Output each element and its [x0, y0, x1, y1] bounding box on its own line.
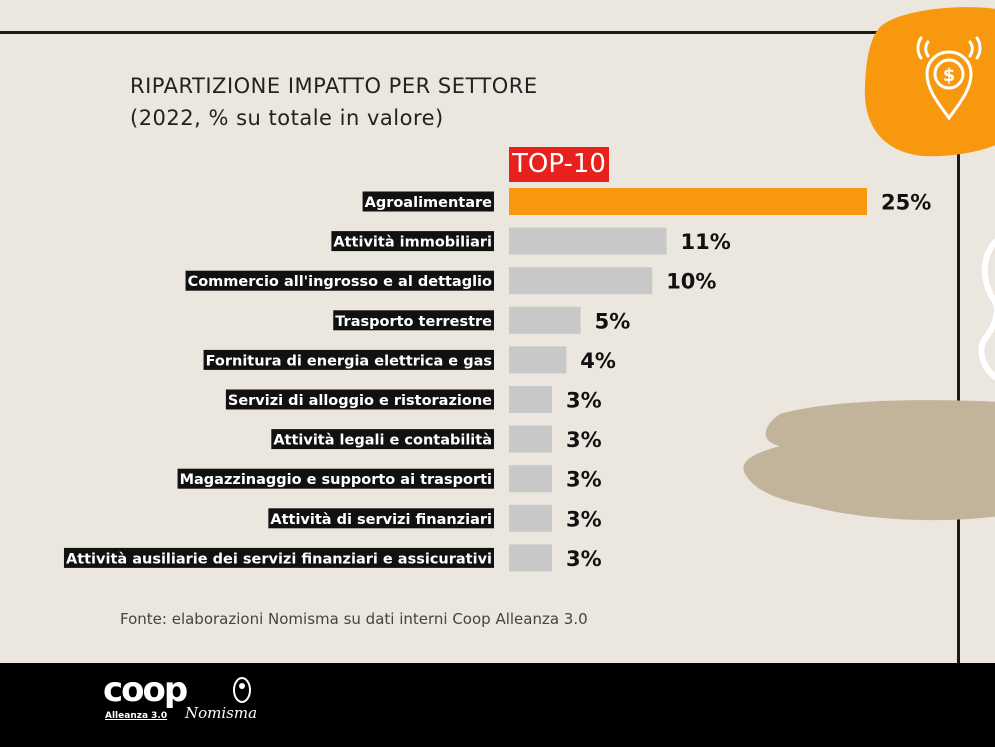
category-label-7: Magazzinaggio e supporto ai trasporti: [177, 468, 494, 489]
category-label-bg-4: [203, 349, 494, 370]
bar-9: [509, 544, 552, 572]
bar-4: [509, 346, 567, 374]
title-line-1: RIPARTIZIONE IMPATTO PER SETTORE: [130, 74, 538, 98]
category-label-text-5: Servizi di alloggio e ristorazione: [228, 393, 492, 409]
svg-text:$: $: [943, 65, 956, 86]
bar-2: [509, 267, 653, 295]
white-swirl-decoration: [978, 238, 995, 381]
nomisma-emblem-icon: [233, 677, 251, 703]
category-label-bg-3: [333, 310, 494, 331]
footer-bar: [0, 663, 995, 747]
value-label-8: 3%: [566, 507, 602, 531]
value-label-9: 3%: [566, 547, 602, 571]
category-label-bg-2: [185, 270, 494, 291]
title-line-2: (2022, % su totale in valore): [130, 106, 444, 130]
category-label-8: Attività di servizi finanziari: [268, 508, 494, 529]
bar-7: [509, 465, 552, 493]
value-label-2: 10%: [666, 270, 716, 294]
value-label-5: 3%: [566, 389, 602, 413]
category-label-1: Attività immobiliari: [331, 231, 494, 252]
top10-badge: TOP-10: [509, 147, 609, 182]
top-rule: [0, 31, 960, 34]
category-label-text-3: Trasporto terrestre: [335, 314, 492, 330]
chart-title: RIPARTIZIONE IMPATTO PER SETTORE (2022, …: [130, 70, 538, 134]
category-label-text-4: Fornitura di energia elettrica e gas: [206, 353, 492, 369]
category-label-2: Commercio all'ingrosso e al dettaglio: [185, 270, 494, 291]
value-label-6: 3%: [566, 428, 602, 452]
bar-6: [509, 425, 552, 453]
coop-logo-subtitle: Alleanza 3.0: [105, 711, 168, 721]
source-note: Fonte: elaborazioni Nomisma su dati inte…: [120, 610, 588, 628]
category-label-text-9: Attività ausiliarie dei servizi finanzia…: [66, 551, 492, 567]
category-label-text-0: Agroalimentare: [365, 195, 493, 211]
bar-8: [509, 504, 552, 532]
orange-blob-decoration: [864, 7, 995, 157]
category-label-bg-0: [362, 191, 494, 212]
category-label-bg-9: [63, 547, 494, 568]
category-label-bg-1: [331, 231, 494, 252]
category-label-bg-6: [271, 429, 494, 450]
bar-1: [509, 227, 667, 255]
category-label-bg-5: [225, 389, 494, 410]
category-label-9: Attività ausiliarie dei servizi finanzia…: [63, 547, 494, 568]
value-label-1: 11%: [681, 230, 731, 254]
bar-5: [509, 386, 552, 413]
coop-logo-word: coop: [103, 670, 188, 710]
nomisma-logo: Nomisma: [185, 676, 285, 726]
nomisma-logo-word: Nomisma: [185, 704, 258, 722]
category-label-text-1: Attività immobiliari: [333, 235, 492, 251]
bar-3: [509, 306, 581, 334]
category-label-bg-7: [177, 468, 494, 489]
category-label-bg-8: [268, 508, 494, 529]
bar-0: [509, 188, 867, 215]
value-label-3: 5%: [595, 309, 631, 333]
category-label-5: Servizi di alloggio e ristorazione: [225, 389, 494, 410]
category-label-4: Fornitura di energia elettrica e gas: [203, 349, 494, 370]
category-label-text-7: Magazzinaggio e supporto ai trasporti: [180, 472, 492, 488]
category-label-text-8: Attività di servizi finanziari: [270, 512, 492, 528]
value-label-4: 4%: [580, 349, 616, 373]
category-label-3: Trasporto terrestre: [333, 310, 494, 331]
value-label-0: 25%: [881, 191, 931, 215]
coop-logo: coop Alleanza 3.0: [103, 671, 188, 725]
category-label-6: Attività legali e contabilità: [271, 429, 494, 450]
category-label-0: Agroalimentare: [362, 191, 494, 212]
location-money-icon: $: [916, 36, 982, 121]
value-label-7: 3%: [566, 468, 602, 492]
category-label-text-6: Attività legali e contabilità: [273, 433, 492, 449]
category-label-text-2: Commercio all'ingrosso e al dettaglio: [188, 274, 492, 290]
tan-brush-decoration: [743, 400, 995, 521]
